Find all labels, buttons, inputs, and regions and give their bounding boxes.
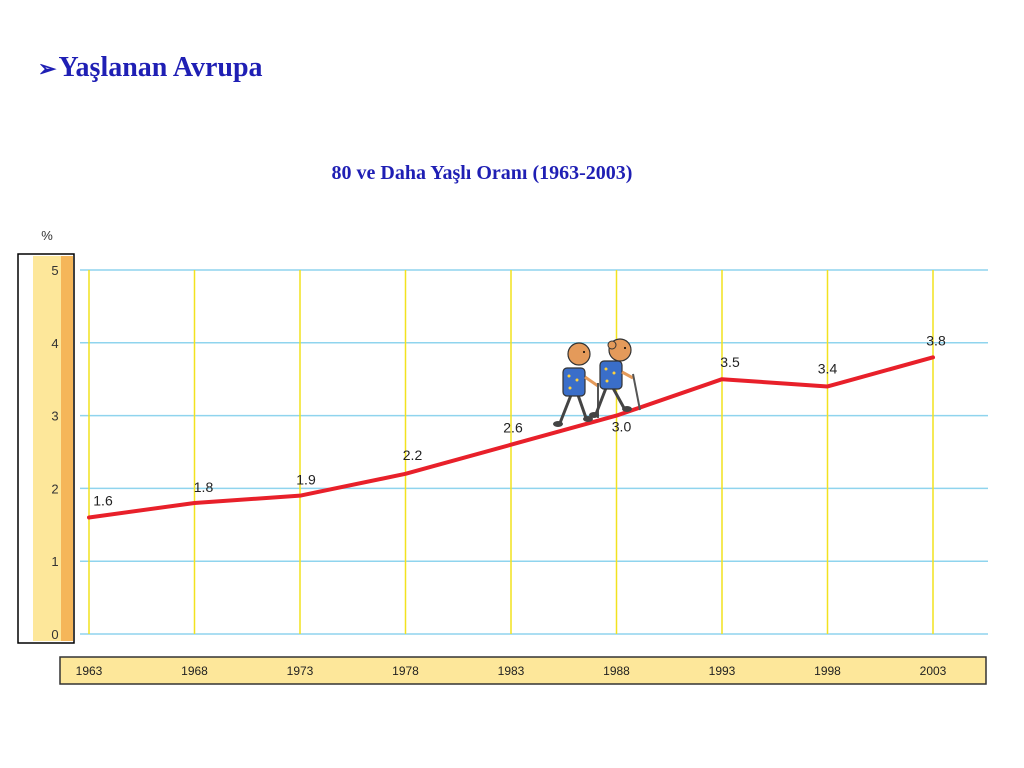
x-tick-label: 1978 xyxy=(392,664,419,678)
x-tick-label: 1968 xyxy=(181,664,208,678)
x-tick-label: 1993 xyxy=(709,664,736,678)
series-line-group xyxy=(87,355,935,520)
x-axis-band xyxy=(59,656,987,685)
grid xyxy=(80,269,988,635)
data-label: 3.8 xyxy=(926,332,946,348)
y-tick-label: 3 xyxy=(51,409,58,424)
y-axis-unit-label: % xyxy=(41,228,53,243)
y-tick-label: 5 xyxy=(51,263,58,278)
x-axis-tick-labels: 1963 1968 1973 1978 1983 1988 1993 1998 2003 xyxy=(76,664,947,678)
data-label: 1.8 xyxy=(194,479,214,495)
slide-title: ➢Yaşlanan Avrupa xyxy=(38,52,263,84)
x-tick-label: 1973 xyxy=(287,664,314,678)
y-tick-label: 1 xyxy=(51,554,58,569)
x-tick-label: 1963 xyxy=(76,664,103,678)
data-label: 1.6 xyxy=(93,493,113,509)
data-label: 2.6 xyxy=(503,420,523,436)
x-tick-label: 2003 xyxy=(920,664,947,678)
x-tick-label: 1998 xyxy=(814,664,841,678)
y-tick-label: 2 xyxy=(51,481,58,496)
chart-title: 80 ve Daha Yaşlı Oranı (1963-2003) xyxy=(331,162,633,184)
data-label: 2.2 xyxy=(403,447,423,463)
data-label: 3.0 xyxy=(612,419,632,435)
y-tick-label: 4 xyxy=(51,336,58,351)
elderly-hikers-illustration xyxy=(553,338,641,427)
hiker-left-figure xyxy=(553,342,599,427)
y-axis-tick-labels: 0 1 2 3 4 5 xyxy=(51,263,58,642)
data-label: 3.4 xyxy=(818,360,838,376)
data-label: 3.5 xyxy=(720,354,740,370)
data-labels: 1.6 1.8 1.9 2.2 2.6 3.0 3.5 3.4 3.8 xyxy=(93,332,946,508)
y-tick-label: 0 xyxy=(51,627,58,642)
y-axis-band-edge xyxy=(61,256,73,641)
hiker-right-figure xyxy=(589,338,641,418)
slide-title-text: Yaşlanan Avrupa xyxy=(58,52,263,83)
x-tick-label: 1983 xyxy=(498,664,525,678)
x-tick-label: 1988 xyxy=(603,664,630,678)
data-label: 1.9 xyxy=(296,472,316,488)
series-line xyxy=(87,355,935,520)
arrow-bullet-icon: ➢ xyxy=(38,56,57,81)
